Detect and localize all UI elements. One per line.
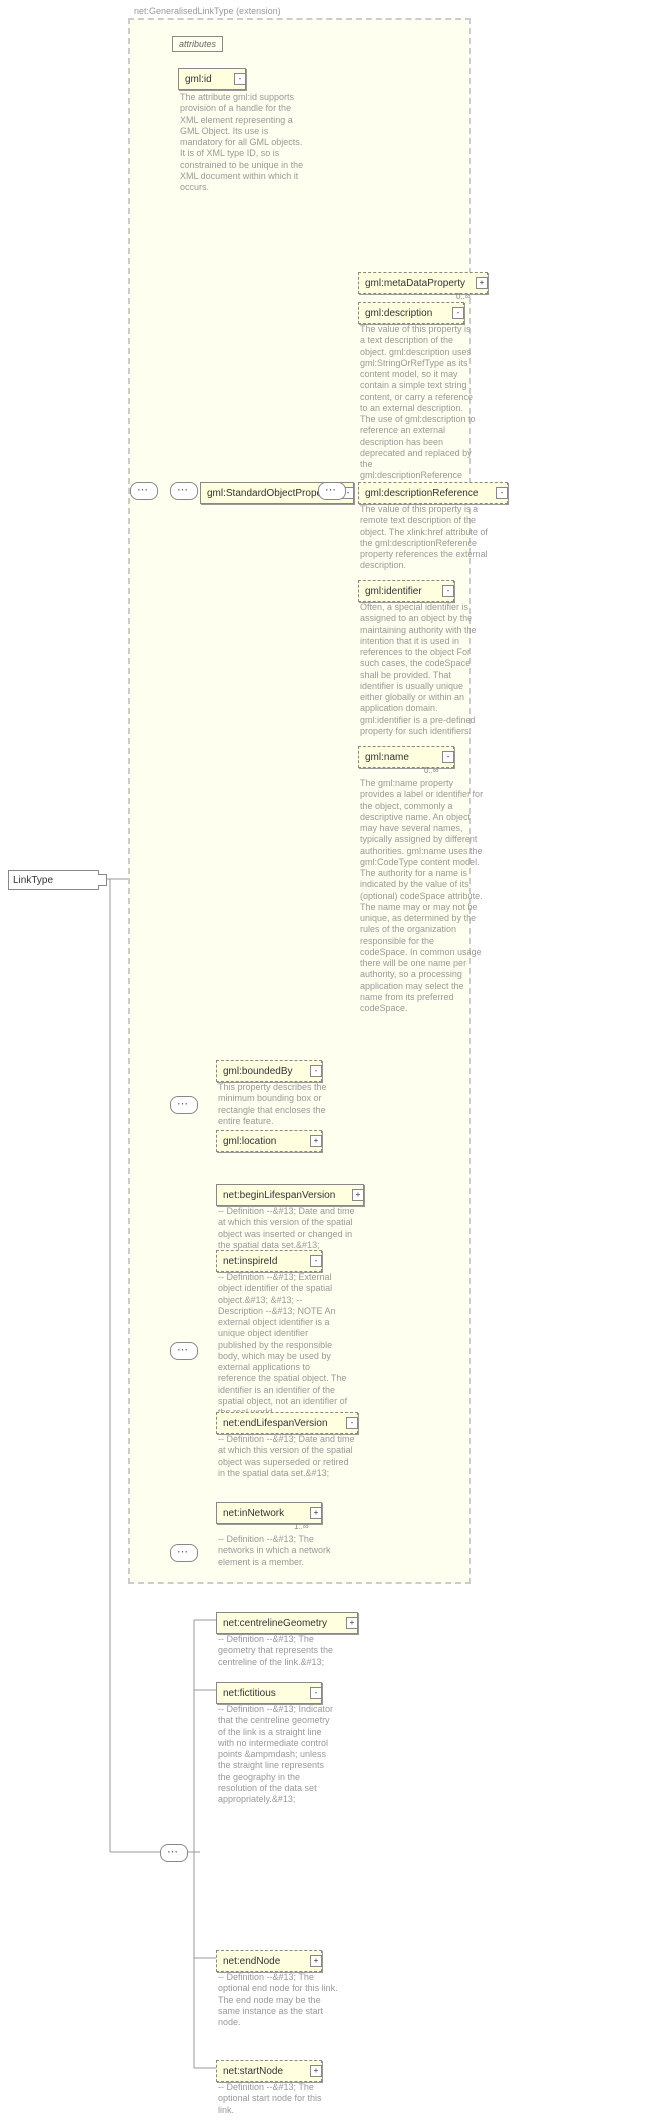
node-bounded[interactable]: gml:boundedBy - <box>216 1060 322 1082</box>
node-descref[interactable]: gml:descriptionReference - <box>358 482 508 504</box>
expand-icon[interactable]: + <box>476 277 488 289</box>
node-endnode[interactable]: net:endNode + <box>216 1950 322 1972</box>
label: net:startNode <box>223 2066 283 2077</box>
label: net:centrelineGeometry <box>223 1618 327 1629</box>
root-linktype[interactable]: LinkType <box>8 870 99 890</box>
mult-name: 0..∞ <box>424 766 439 775</box>
node-name[interactable]: gml:name - <box>358 746 454 768</box>
seq-sop-children <box>318 482 346 500</box>
desc-centreline: -- Definition --&#13; The geometry that … <box>218 1634 350 1668</box>
mult-innetwork: 1..∞ <box>294 1522 309 1531</box>
node-location[interactable]: gml:location + <box>216 1130 322 1152</box>
expand-icon[interactable]: + <box>346 1617 358 1629</box>
expand-icon[interactable]: + <box>310 2065 322 2077</box>
label: gml:boundedBy <box>223 1066 293 1077</box>
label: net:inspireId <box>223 1256 277 1267</box>
expand-icon[interactable]: - <box>310 1255 322 1267</box>
label: gml:identifier <box>365 586 422 597</box>
seq-net <box>170 1342 198 1360</box>
desc-end: -- Definition --&#13; Date and time at w… <box>218 1434 360 1479</box>
expand-icon[interactable]: - <box>442 585 454 597</box>
attributes-box[interactable]: attributes <box>172 36 223 52</box>
attributes-label: attributes <box>179 39 216 49</box>
label: net:inNetwork <box>223 1508 284 1519</box>
node-gmlid[interactable]: gml:id - <box>178 68 246 90</box>
node-centreline[interactable]: net:centrelineGeometry + <box>216 1612 358 1634</box>
label: gml:name <box>365 752 409 763</box>
node-inspire[interactable]: net:inspireId - <box>216 1250 322 1272</box>
desc-endnode: -- Definition --&#13; The optional end n… <box>218 1972 342 2028</box>
expand-icon[interactable]: - <box>442 751 454 763</box>
expand-icon[interactable]: - <box>496 487 508 499</box>
expand-icon[interactable]: - <box>310 1687 322 1699</box>
desc-innetwork: -- Definition --&#13; The networks in wh… <box>218 1534 342 1568</box>
node-end[interactable]: net:endLifespanVersion - <box>216 1412 358 1434</box>
expand-icon[interactable]: - <box>346 1417 358 1429</box>
desc-startnode: -- Definition --&#13; The optional start… <box>218 2082 342 2116</box>
desc-identifier: Often, a special identifier is assigned … <box>360 602 484 737</box>
label: net:endLifespanVersion <box>223 1418 328 1429</box>
node-description[interactable]: gml:description - <box>358 302 464 324</box>
desc-begin: -- Definition --&#13; Date and time at w… <box>218 1206 362 1251</box>
label: gml:descriptionReference <box>365 488 478 499</box>
root-label: LinkType <box>13 875 53 886</box>
node-identifier[interactable]: gml:identifier - <box>358 580 454 602</box>
label: gml:metaDataProperty <box>365 278 465 289</box>
seq-sop <box>170 482 198 500</box>
seq-main <box>130 482 158 500</box>
node-fictitious[interactable]: net:fictitious - <box>216 1682 322 1704</box>
seq-bounded <box>170 1096 198 1114</box>
desc-inspire: -- Definition --&#13; External object id… <box>218 1272 352 1430</box>
desc-fictitious: -- Definition --&#13; Indicator that the… <box>218 1704 342 1805</box>
expand-icon[interactable]: - <box>310 1065 322 1077</box>
desc-description: The value of this property is a text des… <box>360 324 480 493</box>
seq-spacer <box>170 1544 198 1562</box>
node-metadata[interactable]: gml:metaDataProperty + <box>358 272 488 294</box>
label: gml:id <box>185 74 212 85</box>
label: gml:description <box>365 308 432 319</box>
desc-name: The gml:name property provides a label o… <box>360 778 488 1014</box>
label: gml:location <box>223 1136 276 1147</box>
mult-metadata: 0..∞ <box>456 292 471 301</box>
expand-icon[interactable]: - <box>452 307 464 319</box>
label: net:endNode <box>223 1956 280 1967</box>
node-begin[interactable]: net:beginLifespanVersion + <box>216 1184 364 1206</box>
seq-link <box>160 1844 188 1862</box>
expand-icon[interactable]: + <box>310 1955 322 1967</box>
desc-gmlid: The attribute gml:id supports provision … <box>180 92 312 193</box>
node-innetwork[interactable]: net:inNetwork + <box>216 1502 322 1524</box>
extension-label: net:GeneralisedLinkType (extension) <box>134 6 281 16</box>
desc-bounded: This property describes the minimum boun… <box>218 1082 332 1127</box>
node-startnode[interactable]: net:startNode + <box>216 2060 322 2082</box>
expand-icon[interactable]: + <box>352 1189 364 1201</box>
expand-icon[interactable]: + <box>310 1135 322 1147</box>
label: net:fictitious <box>223 1688 276 1699</box>
expand-icon[interactable]: - <box>234 73 246 85</box>
desc-descref: The value of this property is a remote t… <box>360 504 496 572</box>
expand-icon[interactable]: + <box>310 1507 322 1519</box>
label: net:beginLifespanVersion <box>223 1190 335 1201</box>
